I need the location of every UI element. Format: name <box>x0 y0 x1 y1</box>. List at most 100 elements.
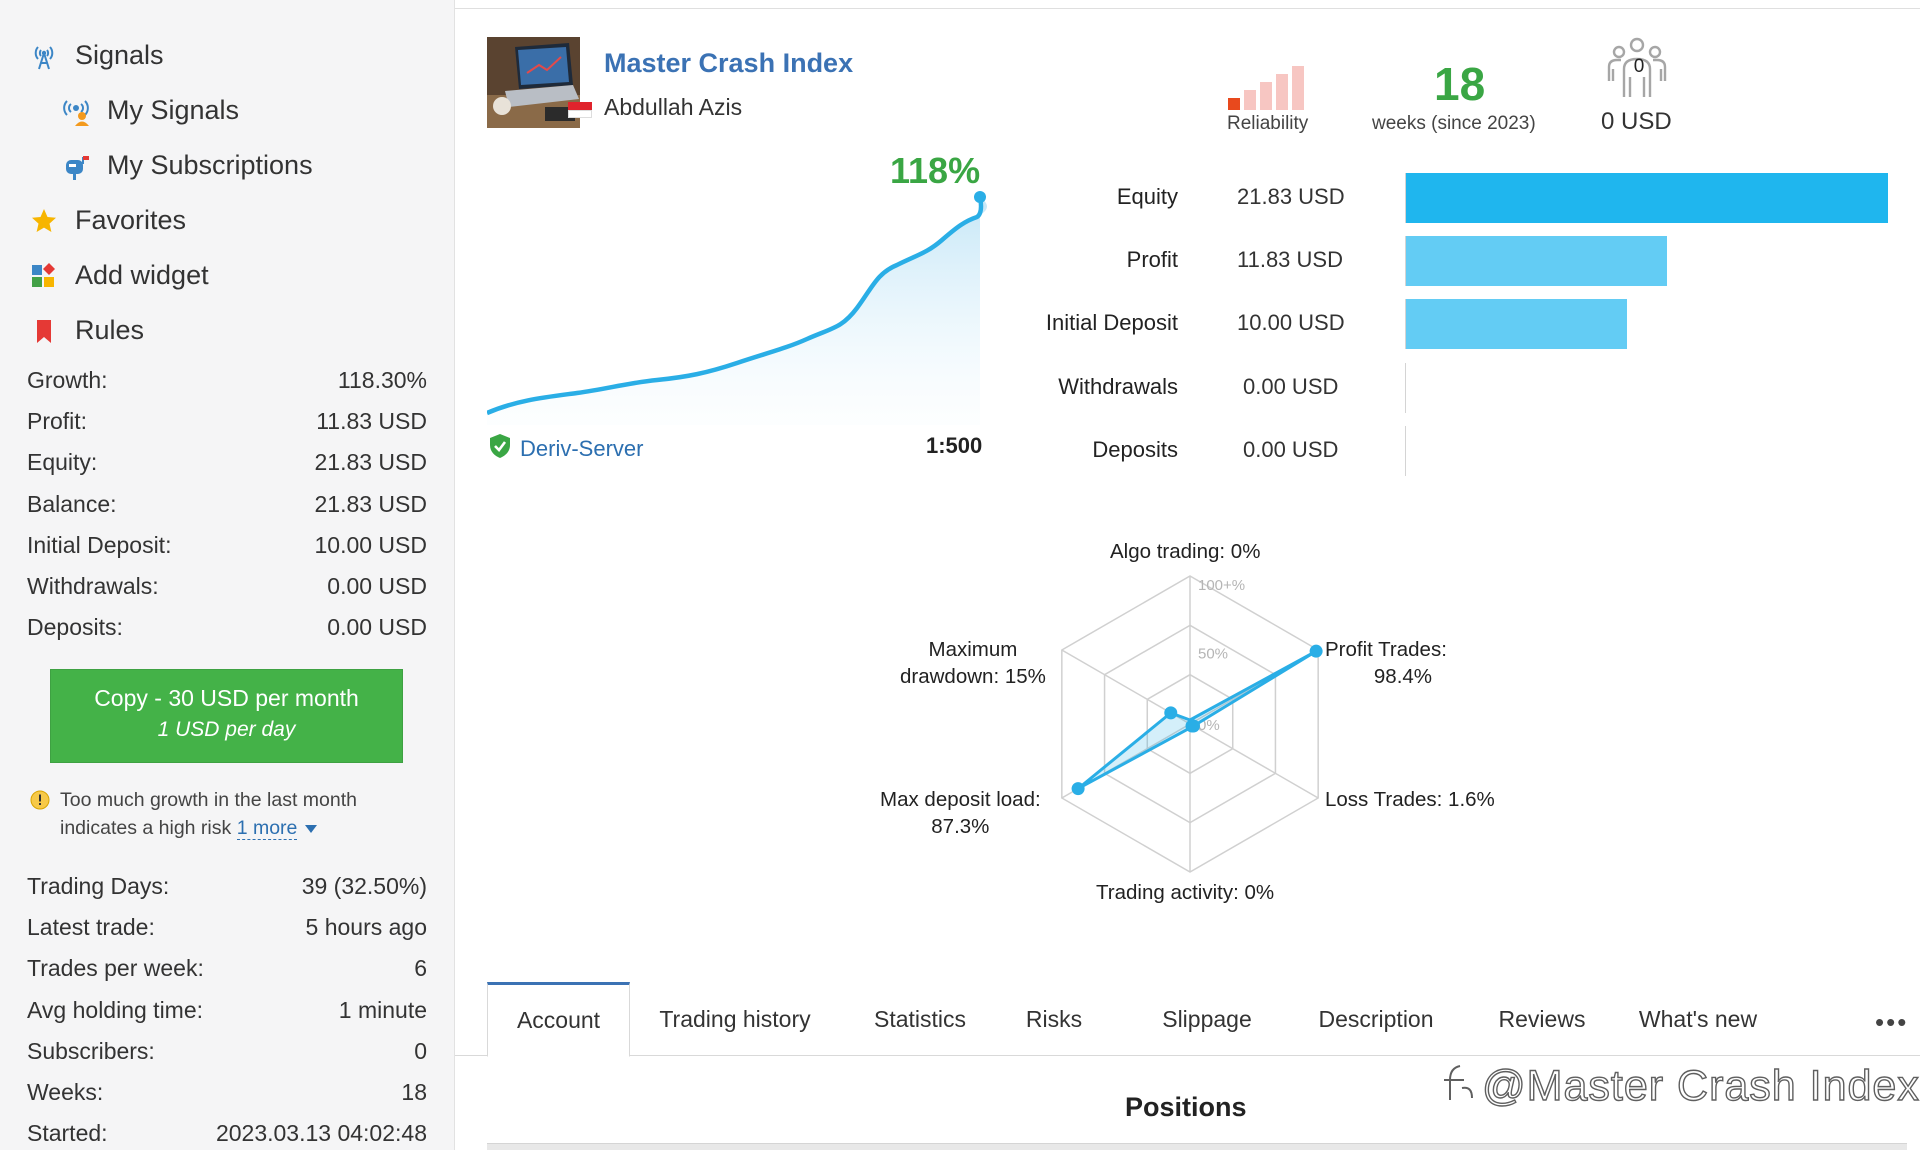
radar-label-line: Max deposit load: <box>880 788 1041 811</box>
sidebar-item-favorites[interactable]: Favorites <box>0 193 455 248</box>
server-link[interactable]: Deriv-Server <box>488 433 643 465</box>
tab-statistics[interactable]: Statistics <box>873 1005 967 1032</box>
tab-slippage[interactable]: Slippage <box>1162 1005 1252 1032</box>
copy-price-label: Copy - 30 USD per month <box>94 685 359 711</box>
balance-axis <box>1405 426 1406 476</box>
sidebar-item-label: My Signals <box>107 95 240 125</box>
stat-equity: Equity: 21.83 USD <box>27 442 427 483</box>
tab-trading-history[interactable]: Trading history <box>659 1005 811 1032</box>
tab-whats-new[interactable]: What's new <box>1638 1005 1758 1032</box>
sidebar-item-label: Signals <box>75 40 164 70</box>
bookmark-icon <box>28 315 60 347</box>
watermark-text: @Master Crash Index <box>1481 1061 1920 1110</box>
chevron-down-icon[interactable] <box>305 824 318 833</box>
reliability-bar <box>1276 74 1288 110</box>
balance-row-initial-deposit: Initial Deposit 10.00 USD <box>0 299 1920 349</box>
radar-label-drawdown: Maximum drawdown: 15% <box>900 636 1046 690</box>
stat-value: 118.30% <box>337 367 427 394</box>
radar-point-center <box>1185 719 1199 733</box>
stat-value: 6 <box>414 955 427 982</box>
stat-trading-days: Trading Days: 39 (32.50%) <box>27 866 427 907</box>
reliability-bar <box>1228 98 1240 110</box>
subscribers-icon <box>1607 37 1667 97</box>
balance-value: 11.83 USD <box>1237 247 1343 272</box>
radar-label-line: Maximum <box>928 638 1018 661</box>
radar-point <box>1309 644 1323 658</box>
shield-check-icon <box>488 433 512 465</box>
mailbox-icon <box>60 150 92 182</box>
growth-percent: 118% <box>890 150 981 191</box>
sidebar-item-my-signals[interactable]: My Signals <box>0 83 455 138</box>
stat-trades-per-week: Trades per week: 6 <box>27 948 427 989</box>
weeks-count: 18 <box>1434 58 1486 110</box>
laptop-photo-icon <box>487 37 580 128</box>
positions-heading: Positions <box>1125 1092 1247 1122</box>
stat-value: 10.00 USD <box>314 531 427 558</box>
sidebar-item-signals[interactable]: Signals <box>0 28 455 83</box>
tab-bar: Account Trading history Statistics Risks… <box>487 982 1907 1057</box>
growth-line <box>487 196 984 416</box>
reliability-bar <box>1292 66 1304 110</box>
radar-label-load: Max deposit load: 87.3% <box>880 786 1041 840</box>
stat-label: Equity: <box>27 449 98 476</box>
subscribers-usd: 0 USD <box>1601 108 1672 135</box>
stat-label: Avg holding time: <box>27 996 204 1023</box>
radar-label-loss: Loss Trades: 1.6% <box>1325 788 1495 811</box>
tab-account[interactable]: Account <box>487 982 630 1057</box>
tab-description[interactable]: Description <box>1318 1005 1434 1032</box>
star-icon <box>28 205 60 237</box>
stat-value: 21.83 USD <box>314 449 427 476</box>
signal-author[interactable]: Abdullah Azis <box>604 94 743 120</box>
weeks-label: weeks (since 2023) <box>1372 113 1536 134</box>
stat-started: Started: 2023.03.13 04:02:48 <box>27 1113 427 1150</box>
sidebar-nav: Signals My Signals My Subscriptions Favo… <box>0 28 455 358</box>
tab-reviews[interactable]: Reviews <box>1498 1005 1586 1032</box>
radar-label-line: 98.4% <box>1373 665 1433 688</box>
sidebar-item-label: Favorites <box>75 205 187 235</box>
balance-axis <box>1405 236 1406 286</box>
sidebar: Signals My Signals My Subscriptions Favo… <box>0 0 455 1150</box>
stat-label: Latest trade: <box>27 914 155 941</box>
balance-label: Equity <box>1116 184 1178 209</box>
stat-value: 21.83 USD <box>314 490 427 517</box>
balance-row-withdrawals: Withdrawals 0.00 USD <box>0 363 1920 413</box>
sidebar-item-rules[interactable]: Rules <box>0 303 455 358</box>
radar-series-area <box>1077 649 1317 790</box>
radar-label-profit: Profit Trades: 98.4% <box>1325 636 1447 690</box>
stat-weeks: Weeks: 18 <box>27 1072 427 1113</box>
subscribers-count: 0 <box>1633 56 1645 77</box>
positions-table-header <box>487 1143 1907 1150</box>
stat-growth: Growth: 118.30% <box>27 360 427 401</box>
radar-label-algo: Algo trading: 0% <box>1110 540 1261 563</box>
sidebar-item-my-subscriptions[interactable]: My Subscriptions <box>0 138 455 193</box>
copy-signal-button[interactable]: Copy - 30 USD per month 1 USD per day <box>50 669 403 763</box>
balance-value: 0.00 USD <box>1243 374 1339 399</box>
trading-stats: Trading Days: 39 (32.50%) Latest trade: 5 … <box>27 866 427 1150</box>
stat-balance: Balance: 21.83 USD <box>27 484 427 525</box>
stat-value: 5 hours ago <box>305 914 427 941</box>
stat-value: 39 (32.50%) <box>301 873 427 900</box>
balance-label: Deposits <box>1092 437 1178 462</box>
radar-point <box>1164 706 1178 720</box>
balance-row-deposits: Deposits 0.00 USD <box>0 426 1920 476</box>
stat-label: Growth: <box>27 367 108 394</box>
stat-value: 1 minute <box>338 996 427 1023</box>
signal-title[interactable]: Master Crash Index <box>604 48 854 78</box>
warning-icon <box>30 790 50 818</box>
balance-label: Withdrawals <box>1058 374 1178 399</box>
tab-risks[interactable]: Risks <box>1025 1005 1083 1032</box>
watermark: @Master Crash Index <box>1440 1061 1920 1111</box>
leverage: 1:500 <box>926 433 983 458</box>
stat-profit: Profit: 11.83 USD <box>27 401 427 442</box>
warning-more-link[interactable]: 1 more <box>236 817 298 840</box>
warning-text: Too much growth in the last month indica… <box>60 789 357 839</box>
growth-chart <box>487 191 988 425</box>
balance-value: 10.00 USD <box>1237 310 1345 335</box>
antenna-icon <box>28 40 60 72</box>
balance-value: 21.83 USD <box>1237 184 1345 209</box>
broadcast-user-icon <box>60 95 92 127</box>
sidebar-item-add-widget[interactable]: Add widget <box>0 248 455 303</box>
stat-label: Subscribers: <box>27 1037 155 1064</box>
tabs-more-button[interactable]: ••• <box>1875 1007 1909 1037</box>
stat-value: 0.00 USD <box>327 573 427 600</box>
